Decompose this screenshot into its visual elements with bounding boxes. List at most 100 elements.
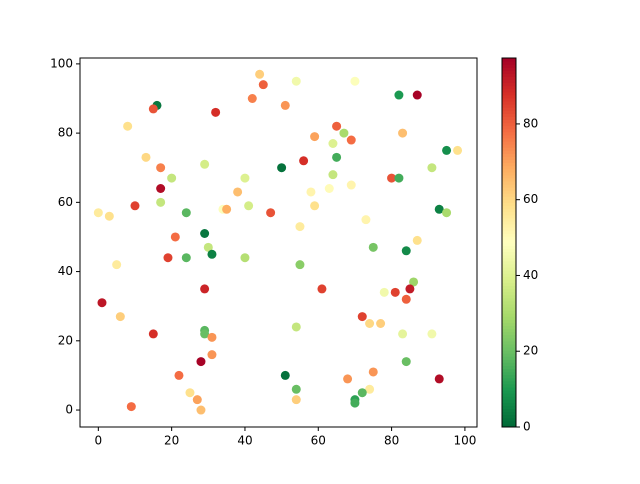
colorbar-segment [502,76,516,81]
colorbar-segment [502,304,516,308]
colorbar-segment [502,319,516,323]
colorbar-segment [502,79,516,84]
colorbar-segment [502,82,516,87]
plot-frame [79,57,478,428]
colorbar-segment [502,181,516,185]
colorbar-segment [502,297,516,302]
point [291,76,301,86]
point [295,260,305,270]
point [412,90,422,100]
colorbar-segment [502,405,516,410]
colorbar-segment [502,353,516,357]
point [398,329,408,339]
point [427,329,437,339]
x-tick-label: 0 [95,434,103,448]
colorbar-segment [502,337,516,342]
point [93,208,103,218]
point [277,163,287,173]
point [357,388,367,398]
point [442,145,452,155]
colorbar-segment [502,267,516,271]
x-tick-label: 20 [164,434,179,448]
point [255,69,265,79]
colorbar-segment [502,282,516,287]
point [328,170,338,180]
colorbar-segment [502,125,516,130]
point [207,249,217,259]
colorbar-segment [502,190,516,194]
colorbar-segment [502,150,516,154]
point [97,298,107,308]
point [170,232,180,242]
point [368,367,378,377]
colorbar-segment [502,224,516,228]
colorbar-segment [502,233,516,237]
colorbar-segment [502,359,516,363]
point [200,229,210,238]
point [299,156,309,166]
colorbar-segment [502,217,516,222]
point [200,329,210,339]
point [126,402,136,412]
point [207,350,217,360]
colorbar-segment [502,159,516,164]
point [387,173,397,183]
point [167,173,177,183]
colorbar-segment [502,245,516,250]
point [434,204,444,214]
point [310,201,320,211]
point [174,370,184,380]
colorbar-segment [502,168,516,173]
colorbar-segment [502,70,516,74]
point [398,128,408,138]
colorbar-segment [502,147,516,151]
point [156,184,166,193]
point [280,100,290,110]
point [240,173,250,183]
colorbar-segment [502,208,516,213]
x-tick-label: 40 [237,434,252,448]
colorbar-tick-label: 80 [523,116,538,130]
point [350,76,360,86]
point [376,319,386,328]
colorbar-segment [502,113,516,117]
point [200,159,210,169]
colorbar-segment [502,211,516,216]
colorbar-segment [502,171,516,176]
point [207,332,217,342]
colorbar-segment [502,294,516,299]
point [112,260,122,270]
colorbar-segment [502,110,516,114]
point [405,284,415,294]
point [181,253,191,263]
colorbar-frame [501,57,517,428]
point [350,398,360,408]
colorbar-segment [502,248,516,253]
point [357,312,367,322]
y-tick-label: 60 [58,195,73,209]
colorbar-segment [502,214,516,219]
colorbar-segment [502,377,516,382]
colorbar-segment [502,423,516,428]
colorbar-segment [502,322,516,327]
colorbar-segment [502,104,516,108]
colorbar-segment [502,202,516,207]
colorbar-segment [502,174,516,179]
point [401,357,411,367]
point [379,287,389,297]
colorbar-segment [502,417,516,422]
colorbar-segment [502,94,516,99]
colorbar-segment [502,251,516,256]
point [442,208,452,218]
colorbar-segment [502,254,516,259]
colorbar-segment [502,64,516,68]
point [240,253,250,263]
colorbar-segment [502,116,516,120]
colorbar-segment [502,162,516,167]
point [181,208,191,218]
colorbar-segment [502,347,516,351]
colorbar-segment [502,374,516,379]
colorbar-segment [502,310,516,314]
point [365,384,375,394]
